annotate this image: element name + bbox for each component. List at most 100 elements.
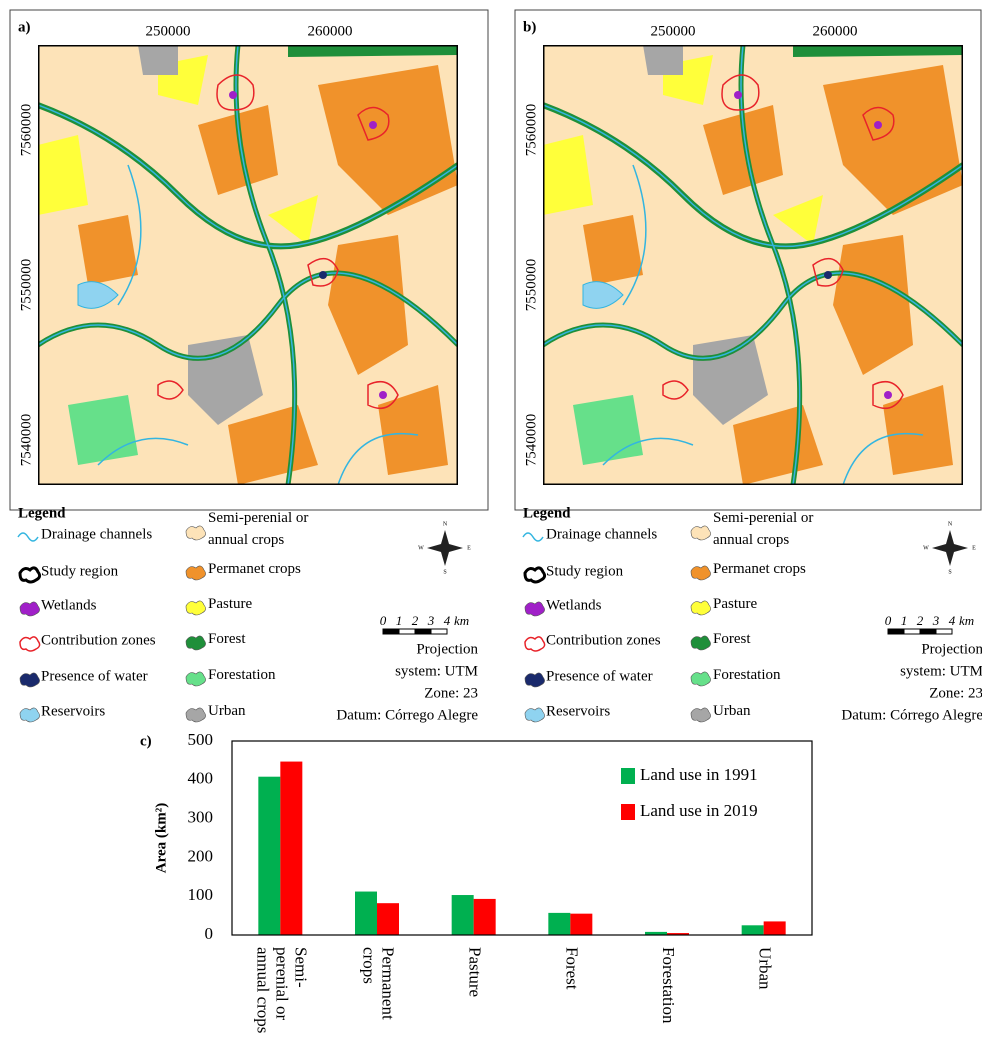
scale-segment xyxy=(431,629,447,634)
x-tick-label: Forest xyxy=(562,947,581,990)
projection-text: Projection xyxy=(416,641,478,657)
legend-icon xyxy=(691,636,711,650)
legend-icon xyxy=(525,568,545,582)
scale-unit: km xyxy=(454,613,469,628)
legend-label: Wetlands xyxy=(41,597,97,613)
legend-icon xyxy=(20,673,40,687)
legend-label: Land use in 1991 xyxy=(640,765,758,784)
legend-label: Presence of water xyxy=(546,668,653,684)
legend-label: Forestation xyxy=(208,667,276,683)
bar xyxy=(355,892,377,935)
legend-title: Legend xyxy=(523,505,571,521)
x-tick-label: Urban xyxy=(756,947,775,990)
bar xyxy=(764,921,786,935)
legend-label: Drainage channels xyxy=(546,526,657,542)
legend-label: Presence of water xyxy=(41,668,148,684)
legend-label: Contribution zones xyxy=(546,632,661,648)
compass-letter: S xyxy=(948,569,951,575)
bar xyxy=(452,895,474,935)
compass-letter: W xyxy=(418,545,424,551)
legend-label: Permanet crops xyxy=(208,561,301,577)
scale-segment xyxy=(920,629,936,634)
legend-label: Permanet crops xyxy=(713,561,806,577)
legend-icon xyxy=(186,526,206,540)
scale-segment xyxy=(415,629,431,634)
projection-text: system: UTM xyxy=(900,663,982,679)
compass-letter: W xyxy=(923,545,929,551)
scale-label: 2 xyxy=(917,613,924,628)
panel-label: c) xyxy=(140,733,152,749)
y-tick-label: 100 xyxy=(188,885,214,904)
x-tick-label: Semi-perenial orannual crops xyxy=(253,947,310,1033)
scale-label: 3 xyxy=(932,613,940,628)
legend-label: Urban xyxy=(208,703,246,719)
bar xyxy=(474,899,496,935)
legend-label: Study region xyxy=(546,563,624,579)
y-tick-label: 7540000 xyxy=(18,414,34,467)
scale-label: 1 xyxy=(901,613,908,628)
bar xyxy=(377,903,399,935)
y-tick-label: 7550000 xyxy=(18,259,34,312)
compass-rose xyxy=(427,530,463,566)
scale-segment xyxy=(383,629,399,634)
x-tick-label: Forestation xyxy=(659,947,678,1024)
legend-icon xyxy=(691,601,711,615)
legend-icon xyxy=(691,566,711,580)
legend-icon xyxy=(20,568,40,582)
legend-icon xyxy=(20,708,40,722)
scale-label: 0 xyxy=(380,613,387,628)
y-tick-label: 7560000 xyxy=(18,104,34,157)
compass-letter: E xyxy=(972,545,976,551)
scale-segment xyxy=(904,629,920,634)
scale-unit: km xyxy=(959,613,974,628)
bar xyxy=(570,914,592,935)
projection-text: system: UTM xyxy=(395,663,478,679)
land-use-map xyxy=(543,45,963,485)
bar xyxy=(548,913,570,935)
scale-label: 3 xyxy=(427,613,435,628)
scale-label: 2 xyxy=(412,613,419,628)
legend-icon xyxy=(691,672,711,686)
scale-label: 1 xyxy=(396,613,403,628)
legend-icon xyxy=(186,672,206,686)
legend-label: Pasture xyxy=(208,596,253,612)
projection-text: Zone: 23 xyxy=(424,685,478,701)
y-tick-label: 400 xyxy=(188,769,214,788)
legend-icon xyxy=(18,533,38,541)
y-tick-label: 7550000 xyxy=(523,259,539,312)
scale-segment xyxy=(936,629,952,634)
legend-icon xyxy=(186,708,206,722)
bar xyxy=(742,925,764,935)
legend-icon xyxy=(691,708,711,722)
y-tick-label: 7540000 xyxy=(523,414,539,467)
compass-rose xyxy=(932,530,968,566)
bar xyxy=(280,762,302,935)
legend-icon xyxy=(186,601,206,615)
projection-text: Datum: Córrego Alegre xyxy=(336,707,478,723)
legend-swatch xyxy=(621,804,635,820)
scale-label: 0 xyxy=(885,613,892,628)
legend-label: Urban xyxy=(713,703,751,719)
legend-icon xyxy=(525,673,545,687)
legend-label: Pasture xyxy=(713,596,758,612)
legend-label: Forest xyxy=(208,631,246,647)
legend-label: Forest xyxy=(713,631,751,647)
x-tick-label: 260000 xyxy=(308,23,353,39)
legend-label: Reservoirs xyxy=(41,703,105,719)
x-tick-label: 250000 xyxy=(651,23,696,39)
legend-icon xyxy=(186,566,206,580)
projection-text: Projection xyxy=(921,641,982,657)
scale-segment xyxy=(399,629,415,634)
legend-icon xyxy=(525,708,545,722)
legend-icon xyxy=(691,526,711,540)
y-tick-label: 200 xyxy=(188,846,214,865)
scale-label: 4 xyxy=(444,613,451,628)
land-use-map xyxy=(38,45,458,485)
legend-label: Study region xyxy=(41,563,119,579)
legend-label: Contribution zones xyxy=(41,632,156,648)
legend-swatch xyxy=(621,768,635,784)
y-tick-label: 500 xyxy=(188,730,214,749)
compass-letter: E xyxy=(467,545,471,551)
legend-icon xyxy=(20,602,40,616)
